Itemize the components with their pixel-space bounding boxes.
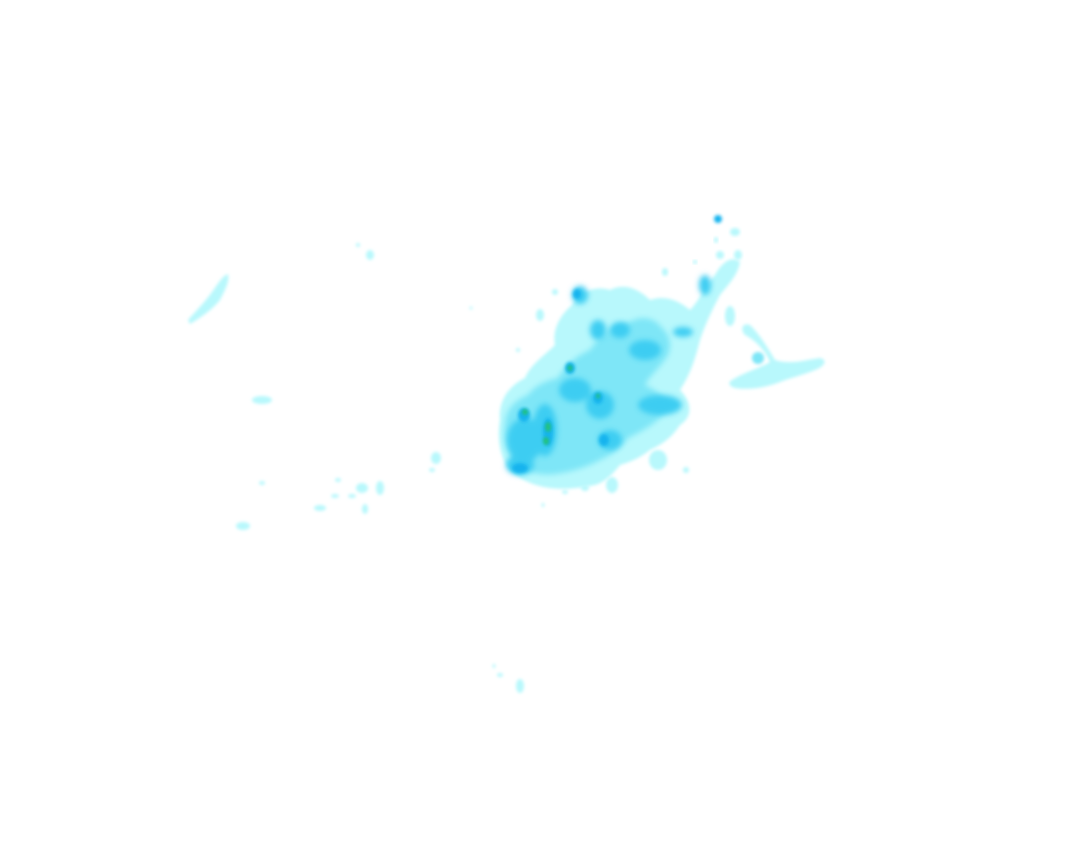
northwest-streak (188, 274, 229, 324)
eastern-rain-band (662, 228, 825, 389)
eastern-band-very-light (729, 324, 825, 389)
scattered-rain-cells (188, 243, 689, 693)
rain-very-heavy-cores (522, 365, 600, 445)
main-rain-cell (498, 215, 740, 489)
